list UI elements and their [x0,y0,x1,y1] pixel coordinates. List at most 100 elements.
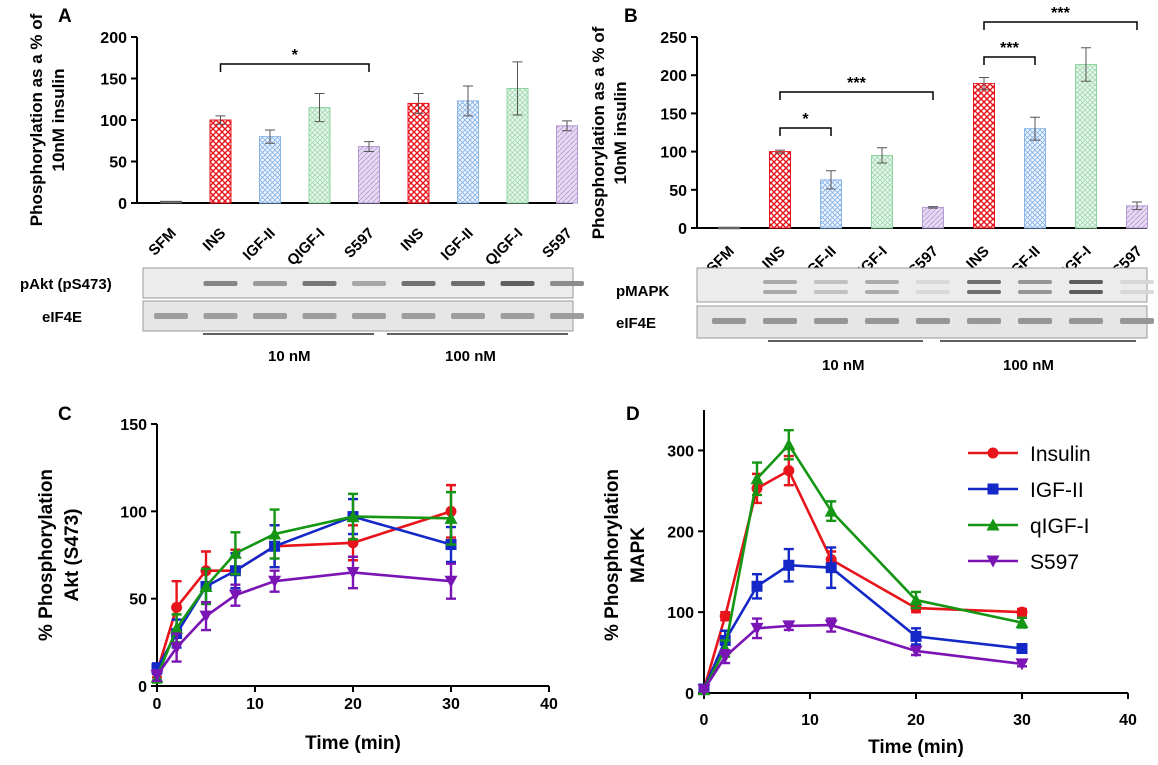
panel-a-category-label: QIGF-I [284,225,328,269]
panel-a-blot-band [253,281,287,286]
panel-d-xtick-label: 40 [1119,712,1137,729]
panel-b-significance-label: *** [1051,5,1070,22]
panel-a-error-bar [314,92,325,123]
panel-a-blot-band [352,281,386,286]
panel-c-point-qigf1 [199,579,213,592]
panel-c-ytick-label: 100 [120,504,147,521]
panel-b-blot-band [967,290,1001,294]
panel-c-point-s597 [150,670,164,683]
panel-b-blot-band [1069,290,1103,294]
panel-a-conc-100nm: 100 nM [445,348,496,365]
panel-d-point-igf2 [751,580,763,592]
panel-c-point-insulin [171,601,183,613]
panel-a-blot-band [451,281,485,286]
panel-d-point-qigf1 [1015,616,1029,629]
panel-a-blot-band [401,313,436,319]
panel-a-error-bar [562,120,572,132]
panel-b-error-bar [775,149,785,154]
panel-c-xtick-label: 40 [540,696,558,713]
panel-d-point-s597 [718,651,732,664]
panel-c-point-s597 [268,575,282,588]
panel-a-bar [358,146,380,204]
panel-a-bar [407,102,430,204]
panel-c-ytick-label: 50 [129,592,147,609]
panel-d-point-igf2 [1016,643,1028,655]
panel-d-point-qigf1 [909,593,923,606]
panel-d-point-qigf1 [750,472,764,485]
panel-a-blot-band [302,313,337,319]
panel-b-error-bar [826,170,836,190]
legend-marker-igf2 [987,483,999,495]
panel-b-ylabel-line2: 10nM insulin [611,82,630,185]
panel-b-error-bar [1081,47,1091,82]
panel-b-error-bar [877,147,887,164]
panel-b-error-bar [1030,116,1040,141]
panel-c-point-qigf1 [444,511,458,524]
panel-a-error-bar [364,141,374,153]
panel-b-ytick-label: 100 [660,145,687,162]
panel-b-blot-band [763,280,797,284]
panel-a-blot-band [500,281,535,286]
panel-d-line-s597 [702,623,1023,691]
panel-d-ylabel-line2: MAPK [628,527,649,583]
panel-b-bar [871,154,893,229]
legend-label-igf2: IGF-II [1030,479,1084,502]
panel-b-bar [718,226,740,230]
panel-a-ytick-label: 50 [109,155,127,172]
panel-a-blot-band [154,313,188,319]
panel-d-xlabel: Time (min) [868,737,964,758]
panel-b-blot-band [967,318,1001,324]
panel-d-ytick-label: 300 [667,443,694,460]
panel-a-blot-band [203,281,238,286]
panel-b-bar [922,206,944,229]
panel-a-blot-band [500,313,535,319]
panel-d-series-igf2 [698,546,1028,695]
panel-b-blot-band [1069,280,1103,284]
panel-b-significance-bracket [983,21,1138,30]
panel-b-significance-label: * [802,111,809,128]
panel-c-xtick-label: 30 [442,696,460,713]
panel-a-category-label: INS [200,225,230,255]
panel-a-category-label: IGF-II [438,225,477,264]
panel-a-ylabel-line1: Phosphorylation as a % of [27,13,46,226]
panel-c-series-qigf1 [150,490,458,684]
panel-a-ytick-label: 200 [100,30,127,47]
panel-b-blot-band [1018,280,1052,284]
panel-a-category-label: SFM [145,225,179,259]
panel-b-ytick-label: 50 [669,183,687,200]
panel-a-blot-label-pakt: pAkt (pS473) [20,276,112,293]
panel-b-blot-label-pmapk: pMAPK [616,283,669,300]
panel-b-significance-bracket [779,127,832,136]
panel-b-error-bar [979,76,989,91]
panel-b-blot-band [865,280,899,284]
panel-c-line-qigf1 [155,515,452,678]
legend-label-s597: S597 [1030,551,1079,574]
panel-d-series-qigf1 [697,429,1029,696]
panel-b-blot-band [814,290,848,294]
panel-d-point-qigf1 [782,438,796,451]
legend-label-insulin: Insulin [1030,443,1091,466]
panel-b-error-bar [928,206,938,209]
panel-b-bar-chart: B Phosphorylation as a % of 10nM insulin… [589,5,1154,374]
panel-d-line-chart: D % Phosphorylation MAPK 0 100 200 300 0 10 20… [602,404,1137,758]
panel-a-bar [259,136,281,204]
panel-d-xtick-label: 20 [907,712,925,729]
panel-b-blot-band [1018,318,1052,324]
panel-a-error-bar [215,115,226,125]
panel-b-ytick-label: 250 [660,30,687,47]
panel-c-point-s597 [199,610,213,623]
panel-a-blot-label-eif4e: eIF4E [42,309,82,326]
panel-b-ylabel-line1: Phosphorylation as a % of [589,26,608,239]
panel-a-significance-label: * [292,47,299,64]
panel-a-blot-band [352,313,386,319]
panel-b-error-bar [1132,201,1142,211]
panel-a-ytick-label: 0 [118,196,127,213]
panel-b-significance-bracket [779,91,934,100]
panel-d-point-s597 [824,619,838,632]
panel-b-blot-band [916,280,950,284]
panel-b-significance-label: *** [847,75,866,92]
panel-b-blot-band [763,290,797,294]
panel-c-point-qigf1 [170,621,184,634]
panel-d-label: D [626,404,640,425]
panel-a-significance-bracket [219,63,370,72]
